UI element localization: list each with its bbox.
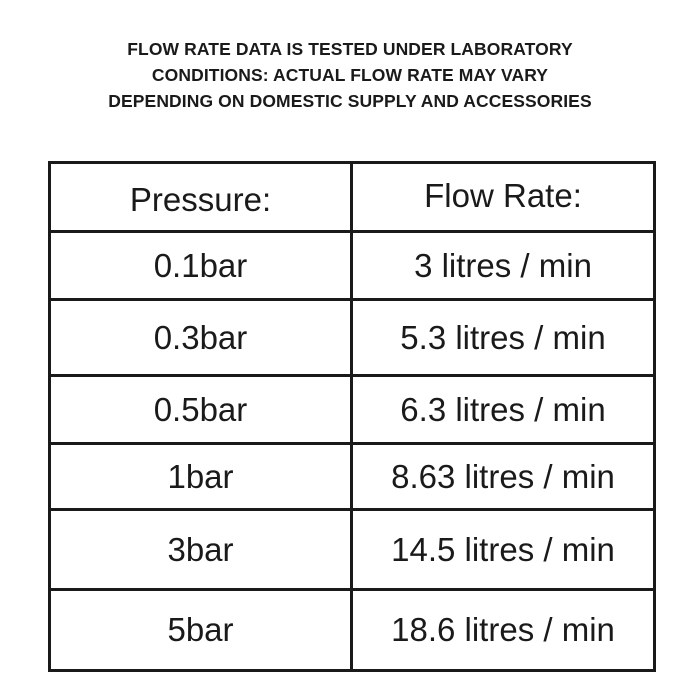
table-header-row: Pressure: Flow Rate: — [48, 161, 656, 233]
lab-conditions-notice: FLOW RATE DATA IS TESTED UNDER LABORATOR… — [0, 36, 700, 114]
pressure-cell: 0.1bar — [48, 230, 353, 301]
pressure-cell: 0.5bar — [48, 374, 353, 445]
table-row: 3bar 14.5 litres / min — [48, 508, 656, 591]
flow-rate-cell: 18.6 litres / min — [350, 588, 656, 672]
flow-rate-column-header: Flow Rate: — [350, 161, 656, 233]
notice-line-2: CONDITIONS: ACTUAL FLOW RATE MAY VARY — [151, 65, 549, 85]
pressure-cell: 3bar — [48, 508, 353, 591]
table-row: 0.3bar 5.3 litres / min — [48, 298, 656, 377]
table-row: 0.1bar 3 litres / min — [48, 230, 656, 301]
flow-rate-cell: 6.3 litres / min — [350, 374, 656, 445]
table-row: 5bar 18.6 litres / min — [48, 588, 656, 672]
notice-line-1: FLOW RATE DATA IS TESTED UNDER LABORATOR… — [127, 39, 573, 59]
flow-rate-cell: 5.3 litres / min — [350, 298, 656, 377]
flow-rate-table: Pressure: Flow Rate: 0.1bar 3 litres / m… — [48, 161, 656, 672]
pressure-cell: 5bar — [48, 588, 353, 672]
pressure-cell: 1bar — [48, 442, 353, 511]
notice-line-3: DEPENDING ON DOMESTIC SUPPLY AND ACCESSO… — [108, 91, 592, 111]
table-row: 0.5bar 6.3 litres / min — [48, 374, 656, 445]
flow-rate-cell: 14.5 litres / min — [350, 508, 656, 591]
table-row: 1bar 8.63 litres / min — [48, 442, 656, 511]
pressure-column-header: Pressure: — [48, 161, 353, 233]
pressure-cell: 0.3bar — [48, 298, 353, 377]
flow-rate-cell: 3 litres / min — [350, 230, 656, 301]
flow-rate-cell: 8.63 litres / min — [350, 442, 656, 511]
